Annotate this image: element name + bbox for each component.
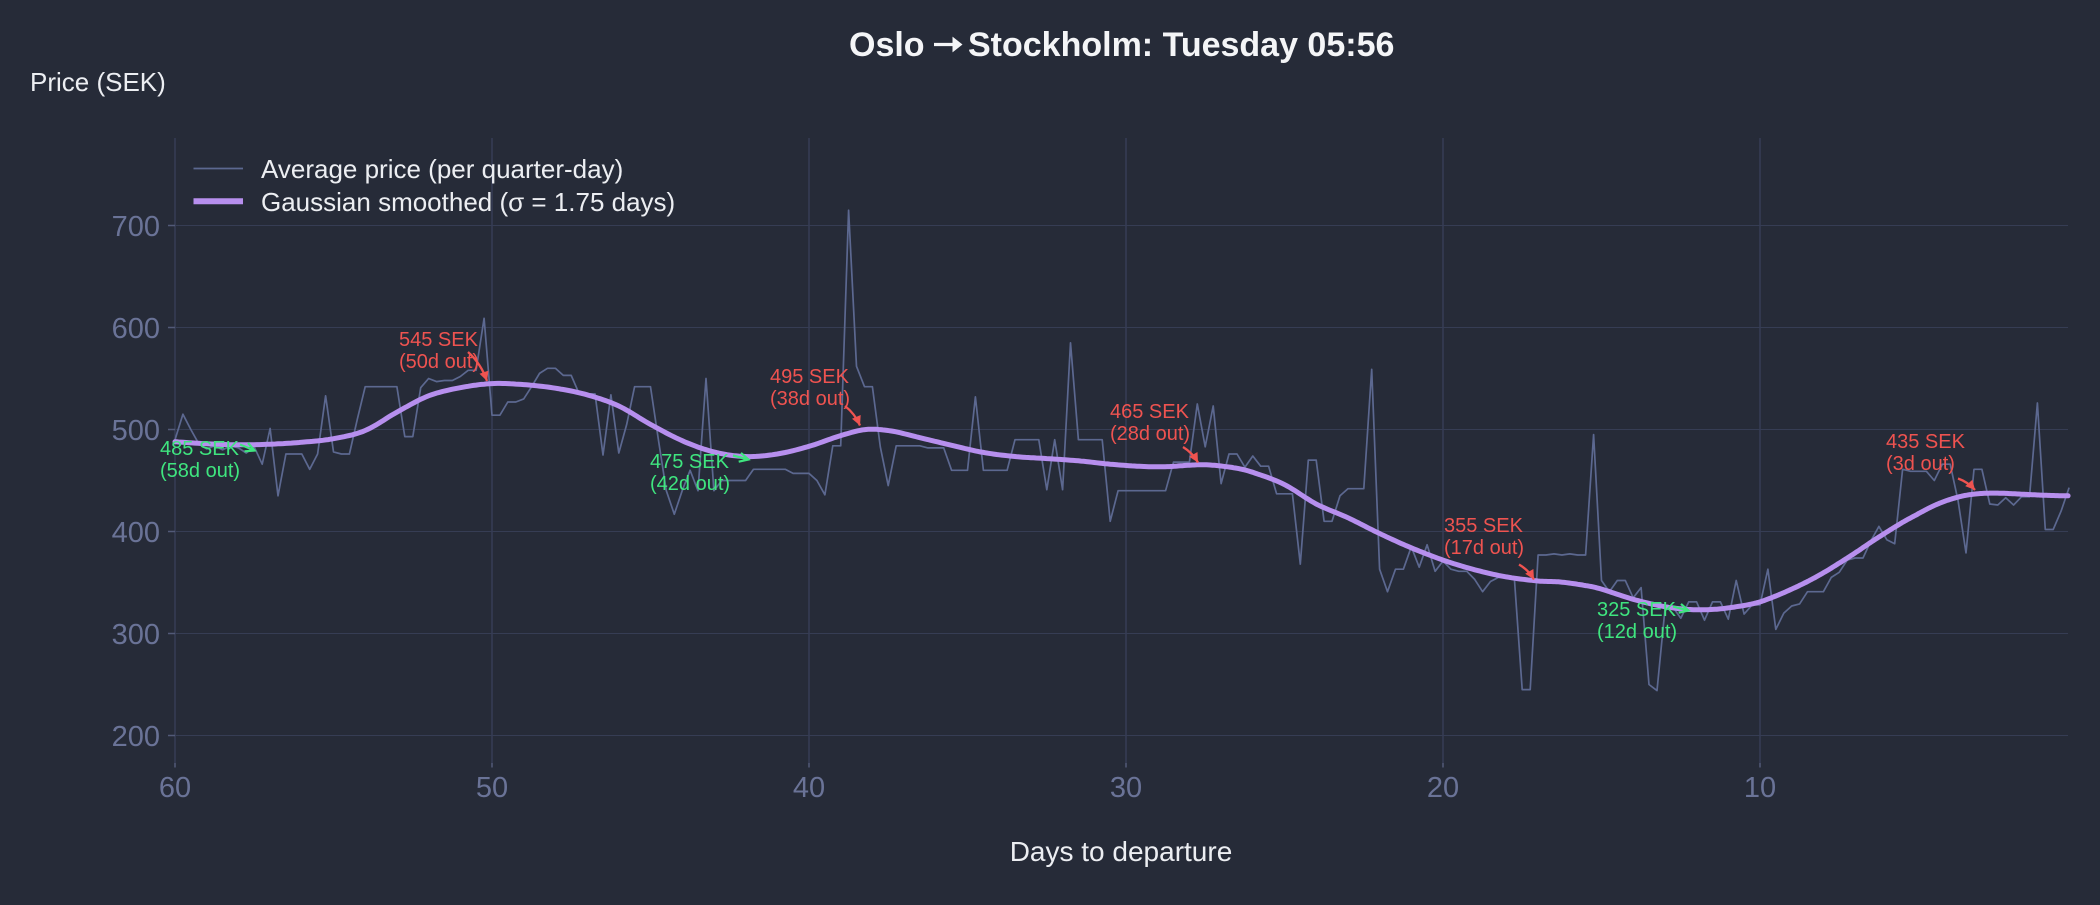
svg-text:325 SEK: 325 SEK bbox=[1597, 599, 1677, 621]
svg-text:700: 700 bbox=[112, 211, 160, 243]
svg-text:(38d out): (38d out) bbox=[770, 388, 850, 410]
svg-text:30: 30 bbox=[1110, 772, 1142, 804]
svg-text:Gaussian smoothed (σ = 1.75 da: Gaussian smoothed (σ = 1.75 days) bbox=[261, 187, 675, 217]
svg-text:Oslo: Oslo bbox=[849, 26, 925, 64]
svg-text:60: 60 bbox=[159, 772, 191, 804]
svg-text:(58d out): (58d out) bbox=[160, 460, 240, 482]
svg-text:(12d out): (12d out) bbox=[1597, 621, 1677, 643]
svg-text:485 SEK: 485 SEK bbox=[160, 438, 240, 460]
svg-text:(50d out): (50d out) bbox=[399, 351, 479, 373]
svg-text:10: 10 bbox=[1744, 772, 1776, 804]
svg-text:Stockholm: Tuesday 05:56: Stockholm: Tuesday 05:56 bbox=[968, 26, 1394, 64]
svg-text:Average price (per quarter-day: Average price (per quarter-day) bbox=[261, 154, 623, 184]
svg-text:(42d out): (42d out) bbox=[650, 473, 730, 495]
svg-text:355 SEK: 355 SEK bbox=[1444, 515, 1524, 537]
svg-text:545 SEK: 545 SEK bbox=[399, 329, 479, 351]
svg-text:435 SEK: 435 SEK bbox=[1886, 431, 1966, 453]
svg-text:Price (SEK): Price (SEK) bbox=[30, 67, 166, 97]
svg-text:(17d out): (17d out) bbox=[1444, 537, 1524, 559]
svg-text:200: 200 bbox=[112, 721, 160, 753]
svg-text:475 SEK: 475 SEK bbox=[650, 451, 730, 473]
svg-text:(28d out): (28d out) bbox=[1110, 423, 1190, 445]
svg-text:500: 500 bbox=[112, 415, 160, 447]
svg-text:(3d out): (3d out) bbox=[1886, 453, 1955, 475]
svg-text:495 SEK: 495 SEK bbox=[770, 366, 850, 388]
svg-text:300: 300 bbox=[112, 619, 160, 651]
svg-text:50: 50 bbox=[476, 772, 508, 804]
svg-text:600: 600 bbox=[112, 313, 160, 345]
svg-text:Days to departure: Days to departure bbox=[1010, 836, 1233, 867]
svg-text:400: 400 bbox=[112, 517, 160, 549]
svg-text:40: 40 bbox=[793, 772, 825, 804]
svg-text:465 SEK: 465 SEK bbox=[1110, 401, 1190, 423]
svg-text:20: 20 bbox=[1427, 772, 1459, 804]
